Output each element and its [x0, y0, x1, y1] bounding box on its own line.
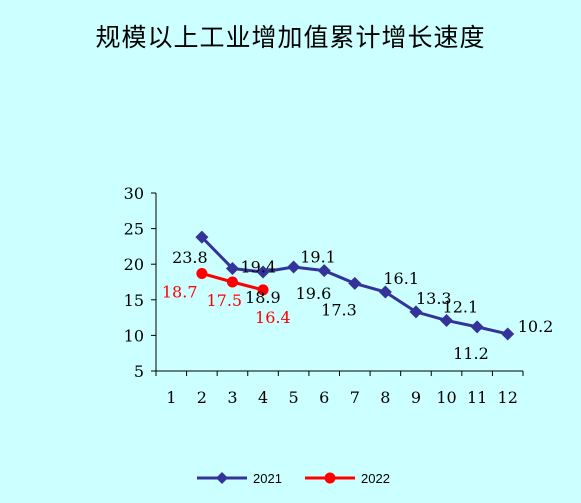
chart-title: 规模以上工业增加值累计增长速度: [95, 23, 486, 52]
legend-marker: [216, 472, 228, 484]
data-label: 16.4: [255, 308, 291, 327]
data-point-marker: [256, 265, 270, 279]
x-tick-label: 4: [258, 388, 268, 407]
data-point-marker: [501, 327, 515, 341]
data-label: 16.1: [383, 269, 419, 288]
data-label: 17.5: [206, 291, 242, 310]
data-label: 11.2: [453, 344, 489, 363]
data-label: 19.4: [240, 257, 276, 276]
y-tick-label: 30: [124, 184, 144, 203]
x-tick-label: 5: [289, 388, 299, 407]
y-tick-label: 20: [124, 255, 144, 274]
legend-label: 2021: [253, 471, 282, 486]
data-point-marker: [287, 260, 301, 274]
data-label: 19.1: [300, 248, 336, 267]
chart-legend: 2021 2022: [197, 471, 390, 486]
y-tick-label: 15: [124, 291, 144, 310]
x-tick-label: 8: [380, 388, 390, 407]
x-tick-label: 6: [319, 388, 329, 407]
x-tick-label: 11: [467, 388, 487, 407]
legend-label: 2022: [361, 471, 390, 486]
x-tick-label: 2: [197, 388, 207, 407]
y-tick-label: 5: [134, 362, 144, 381]
data-point-marker: [257, 284, 269, 296]
data-label: 23.8: [172, 248, 208, 267]
data-label: 12.1: [443, 297, 479, 316]
x-tick-label: 1: [166, 388, 176, 407]
chart-data-labels: 23.8 19.4 18.9 19.6 19.1 17.3 16.113.312.1 11.2…: [162, 248, 553, 363]
data-point-marker: [409, 305, 423, 319]
data-point-marker: [196, 267, 208, 279]
x-tick-label: 9: [411, 388, 421, 407]
data-label: 10.2: [518, 317, 554, 336]
legend-marker: [324, 472, 336, 484]
x-tick-label: 12: [498, 388, 518, 407]
x-tick-label: 3: [227, 388, 237, 407]
y-tick-label: 10: [124, 326, 144, 345]
data-point-marker: [440, 313, 454, 327]
data-point-marker: [378, 285, 392, 299]
data-point-marker: [226, 276, 238, 288]
data-point-marker: [195, 230, 209, 244]
data-point-marker: [348, 276, 362, 290]
x-tick-label: 10: [436, 388, 456, 407]
data-point-marker: [470, 320, 484, 334]
data-label: 17.3: [321, 300, 357, 319]
data-point-marker: [317, 264, 331, 278]
data-point-marker: [225, 261, 239, 275]
y-tick-label: 25: [124, 220, 144, 239]
data-label: 19.6: [296, 284, 332, 303]
x-tick-label: 7: [350, 388, 360, 407]
data-label: 13.3: [416, 289, 452, 308]
chart-series-lines: [195, 230, 515, 341]
data-label: 18.9: [245, 288, 281, 307]
data-label: 18.7: [162, 282, 198, 301]
